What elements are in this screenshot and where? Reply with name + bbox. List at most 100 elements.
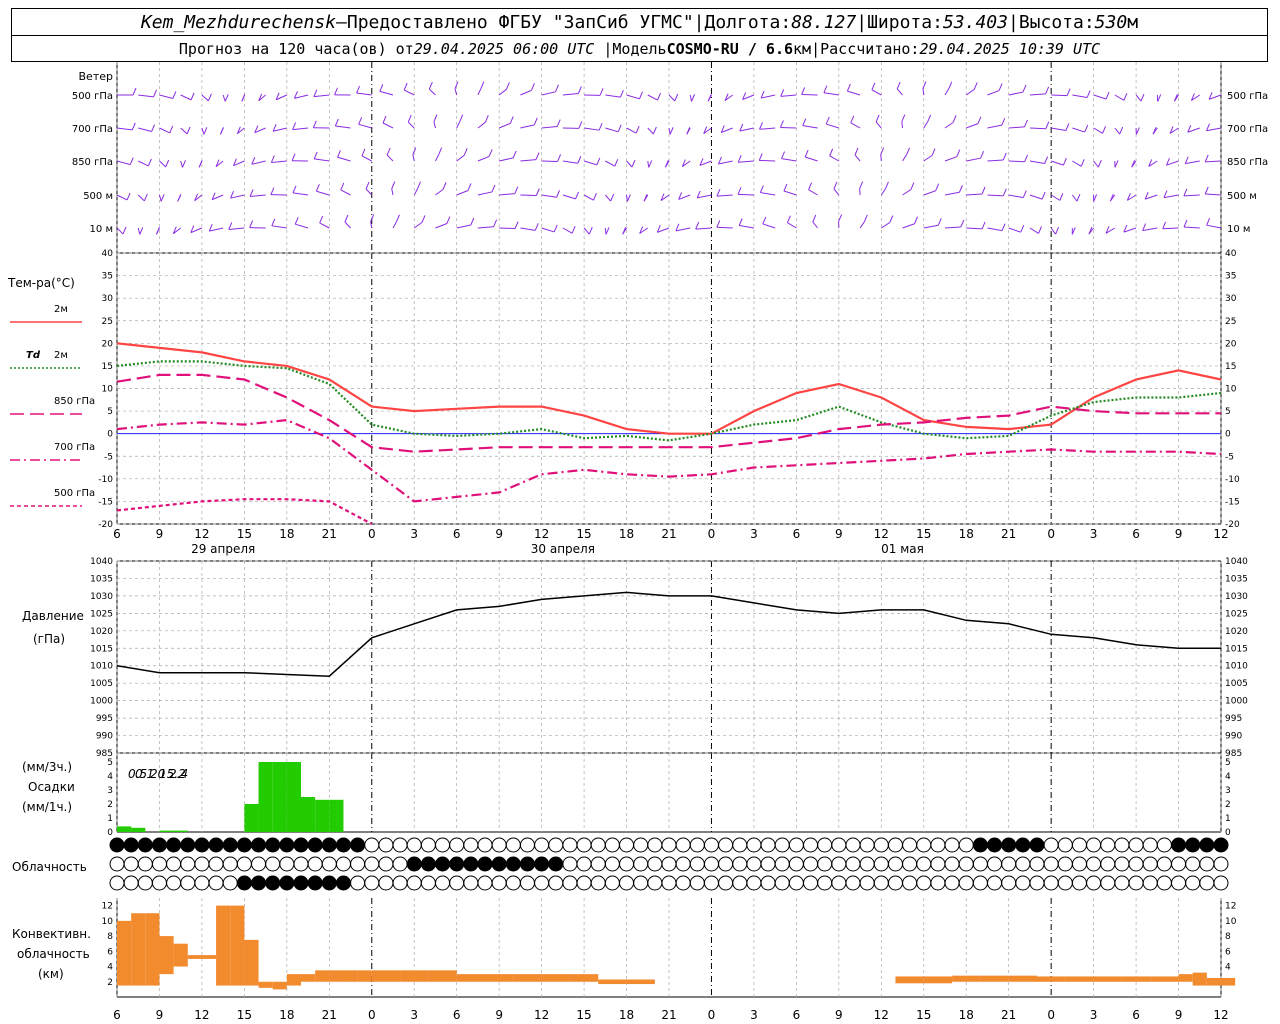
- wind-barb-flag: [927, 114, 932, 122]
- wind-barb-shaft: [987, 227, 1003, 232]
- cloud-symbol: [1043, 856, 1059, 872]
- wind-barb-flag: [1119, 126, 1124, 135]
- wind-barb: [391, 181, 396, 196]
- wind-barb-shaft: [738, 160, 754, 163]
- wind-barb: [643, 194, 649, 202]
- wind-barb-flag: [1102, 126, 1107, 134]
- wind-barb: [520, 117, 538, 129]
- wind-barb: [155, 227, 160, 235]
- wind-barb: [1088, 226, 1095, 235]
- temp-ytick-right-2: 30: [1225, 294, 1237, 304]
- wind-barb-flag: [859, 181, 864, 189]
- conv-bar-25: [569, 974, 599, 982]
- cloud-symbol: [576, 856, 592, 872]
- wind-barb-shaft: [1135, 94, 1142, 102]
- wind-barb: [902, 182, 915, 196]
- cloud-symbol: [1071, 856, 1087, 872]
- cloud-symbol: [1213, 875, 1229, 891]
- wind-barb-shaft: [1185, 160, 1200, 165]
- wind-barb-shaft: [987, 194, 1004, 197]
- wind-barb-flag: [488, 149, 493, 157]
- cloud-symbol: [703, 837, 719, 853]
- time-tick-bottom-22: 0: [1047, 1008, 1055, 1022]
- temp-legend-prefix-1: Td: [26, 350, 41, 361]
- cloud-symbol: [137, 837, 153, 853]
- cloud-symbol: [661, 875, 677, 891]
- wind-barb-shaft: [273, 127, 287, 132]
- wind-barb-flag: [160, 194, 165, 202]
- cloud-symbol: [647, 837, 663, 853]
- wind-barb-flag: [720, 125, 725, 133]
- wind-barb: [1206, 217, 1222, 229]
- press-ytick-right-11: 985: [1225, 749, 1242, 759]
- wind-barb-flag: [571, 226, 576, 234]
- wind-barb-flag: [1065, 123, 1070, 131]
- precip-ytick-left-2: 3: [107, 786, 113, 796]
- time-tick-bottom-4: 18: [279, 1008, 294, 1022]
- cloud-symbol: [449, 856, 465, 872]
- wind-barb: [1123, 224, 1137, 233]
- cloud-symbol: [1171, 856, 1187, 872]
- wind-barb: [1135, 93, 1145, 102]
- temp-ytick-left-10: -10: [98, 475, 113, 485]
- wind-barb-flag: [254, 125, 259, 133]
- precip-label-3: 15.2: [159, 767, 186, 781]
- wind-barb-flag: [1204, 186, 1209, 195]
- wind-barb-flag: [514, 221, 519, 229]
- cloud-symbol: [944, 875, 960, 891]
- cloud-symbol: [109, 875, 125, 891]
- wind-barb-shaft: [759, 159, 776, 162]
- wind-barb: [850, 115, 861, 129]
- wind-barb: [435, 147, 443, 162]
- wind-barb-shaft: [407, 121, 415, 129]
- wind-barb-flag: [220, 127, 224, 135]
- cloud-symbol: [463, 875, 479, 891]
- cloud-symbol: [633, 856, 649, 872]
- wind-barb-shaft: [1166, 160, 1179, 166]
- cloud-symbol: [831, 856, 847, 872]
- wind-barb-shaft: [801, 93, 818, 96]
- wind-barb-shaft: [829, 155, 840, 162]
- cloud-symbol: [151, 856, 167, 872]
- time-tick-top-25: 9: [1175, 527, 1183, 541]
- cloud-symbol: [859, 837, 875, 853]
- temp-legend-label-4: 500 гПа: [54, 488, 95, 499]
- wind-barb: [681, 159, 691, 167]
- model-unit: км: [793, 40, 812, 58]
- cloud-symbol: [703, 875, 719, 891]
- cloud-symbol: [1100, 837, 1116, 853]
- cloud-symbol: [774, 875, 790, 891]
- wind-barb: [923, 183, 940, 196]
- wind-barb: [220, 127, 224, 135]
- pressure-line: [116, 591, 1221, 677]
- cloud-symbol: [335, 875, 351, 891]
- wind-barb-shaft: [1191, 94, 1201, 101]
- wind-barb: [177, 194, 182, 202]
- wind-barb: [433, 114, 438, 129]
- wind-barb-flag: [802, 118, 807, 126]
- wind-barb: [1126, 193, 1137, 201]
- conv-bar-5: [187, 955, 202, 959]
- wind-barb-shaft: [172, 227, 181, 235]
- wind-barb-flag: [194, 193, 199, 201]
- wind-barb-shaft: [292, 127, 309, 131]
- cloud-symbol: [463, 856, 479, 872]
- wind-barb-flag: [1144, 191, 1149, 200]
- wind-barb-flag: [122, 226, 127, 235]
- cloud-symbol: [1171, 875, 1187, 891]
- wind-barb: [249, 220, 266, 229]
- time-tick-top-8: 6: [453, 527, 461, 541]
- temp-ytick-right-11: -15: [1225, 497, 1240, 507]
- wind-barb-flag: [1059, 193, 1064, 201]
- wind-barb-flag: [428, 81, 433, 90]
- wind-barb-shaft: [626, 160, 633, 168]
- wind-barb-flag: [1131, 159, 1136, 168]
- wind-barb-flag: [838, 214, 843, 222]
- time-tick-bottom-12: 18: [619, 1008, 634, 1022]
- wind-barb-flag: [626, 194, 631, 202]
- wind-barb-flag: [1105, 91, 1110, 100]
- cloud-symbol: [378, 875, 394, 891]
- wind-barb-shaft: [695, 227, 712, 230]
- wind-barb-flag: [681, 159, 686, 167]
- cloud-symbol: [449, 837, 465, 853]
